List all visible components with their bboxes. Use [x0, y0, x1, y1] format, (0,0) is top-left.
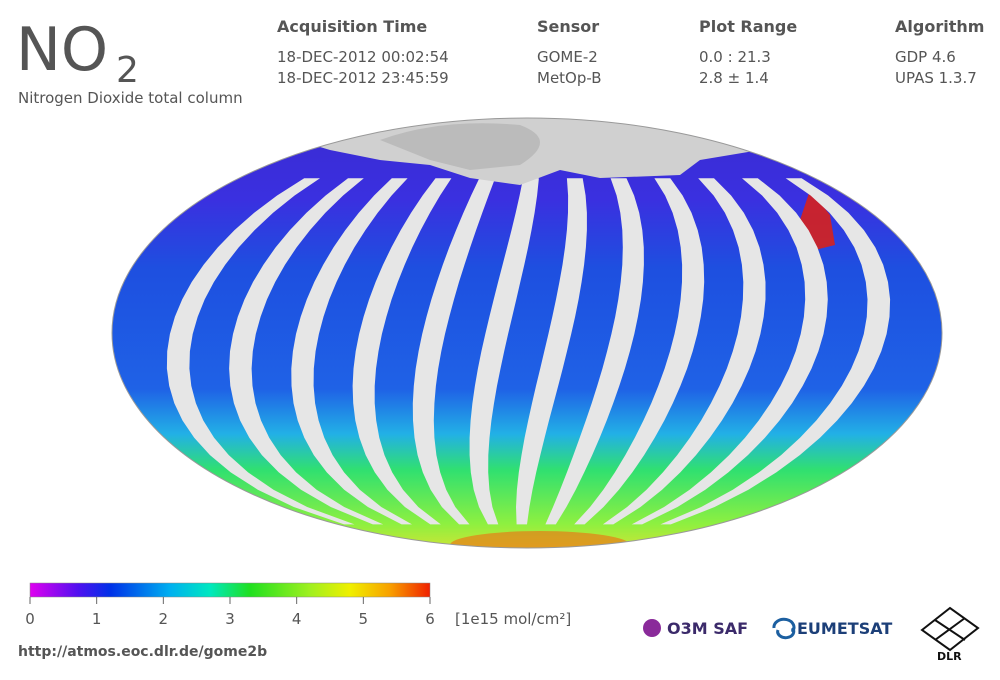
logo-icon [772, 617, 796, 640]
info-heading: Acquisition Time [277, 17, 427, 36]
info-heading: Plot Range [699, 17, 797, 36]
swath-gap [545, 178, 644, 525]
info-line: 0.0 : 21.3 [699, 48, 771, 66]
swath-gap [291, 178, 412, 525]
info-heading: Sensor [537, 17, 599, 36]
subtitle: Nitrogen Dioxide total column [18, 89, 243, 107]
colorbar-tick-label: 2 [159, 610, 169, 628]
swath-gap [352, 178, 452, 525]
colorbar [29, 582, 431, 598]
logo-icon [920, 606, 980, 652]
info-line: MetOp-B [537, 69, 602, 87]
info-line: GDP 4.6 [895, 48, 956, 66]
colorbar-tick-label: 3 [225, 610, 235, 628]
info-line: UPAS 1.3.7 [895, 69, 977, 87]
logo: O3M SAF [667, 619, 748, 638]
colorbar-tick-label: 6 [425, 610, 435, 628]
swath-gap [469, 178, 539, 525]
colorbar-unit: [1e15 mol/cm²] [455, 610, 571, 628]
info-line: 18-DEC-2012 00:02:54 [277, 48, 449, 66]
info-line: GOME-2 [537, 48, 598, 66]
swath-gap [166, 178, 355, 525]
swath-gap [602, 178, 766, 525]
colorbar-tick-label: 0 [25, 610, 35, 628]
logo: DLR [937, 650, 962, 663]
info-table: Acquisition Time 18-DEC-2012 00:02:54 18-D… [277, 17, 984, 87]
logo-icon [643, 619, 661, 637]
swath-gap [516, 178, 587, 525]
map [112, 118, 942, 548]
colorbar-tick-label: 5 [359, 610, 369, 628]
info-heading: Algorithm [895, 17, 984, 36]
info-line: 18-DEC-2012 23:45:59 [277, 69, 449, 87]
swath-gap [229, 178, 384, 525]
swath-gap [412, 178, 496, 525]
url: http://atmos.eoc.dlr.de/gome2b [18, 644, 267, 660]
colorbar-tick-label: 1 [92, 610, 102, 628]
info-line: 2.8 ± 1.4 [699, 69, 769, 87]
title-subscript: 2 [116, 50, 139, 91]
swath-gap [574, 178, 705, 525]
colorbar-tick-label: 4 [292, 610, 302, 628]
logo: EUMETSAT [797, 619, 892, 638]
swath-gap [631, 178, 828, 525]
title: NO [16, 15, 108, 85]
